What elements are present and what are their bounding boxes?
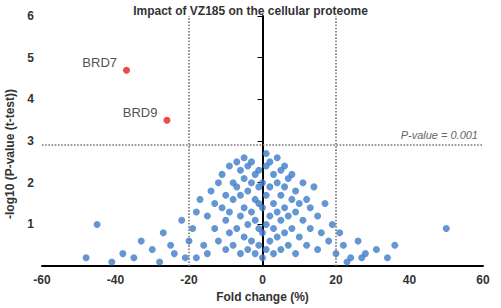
svg-text:5: 5 [27, 51, 34, 65]
svg-text:Impact of VZ185 on the cellula: Impact of VZ185 on the cellular proteome [133, 4, 368, 18]
svg-text:1: 1 [27, 217, 34, 231]
svg-text:40: 40 [403, 273, 417, 287]
svg-text:-60: -60 [33, 273, 51, 287]
svg-text:60: 60 [476, 273, 490, 287]
svg-text:P-value = 0.001: P-value = 0.001 [401, 129, 478, 141]
svg-text:-40: -40 [107, 273, 125, 287]
svg-text:-20: -20 [180, 273, 198, 287]
svg-text:BRD9: BRD9 [123, 105, 158, 120]
svg-text:-log10 (P-value (t-test)): -log10 (P-value (t-test)) [3, 89, 17, 219]
svg-text:0: 0 [259, 273, 266, 287]
svg-text:2: 2 [27, 176, 34, 190]
svg-text:4: 4 [27, 92, 34, 106]
svg-text:20: 20 [329, 273, 343, 287]
svg-text:3: 3 [27, 134, 34, 148]
svg-text:BRD7: BRD7 [82, 55, 117, 70]
svg-text:6: 6 [27, 9, 34, 23]
svg-text:Fold change (%): Fold change (%) [216, 290, 309, 304]
